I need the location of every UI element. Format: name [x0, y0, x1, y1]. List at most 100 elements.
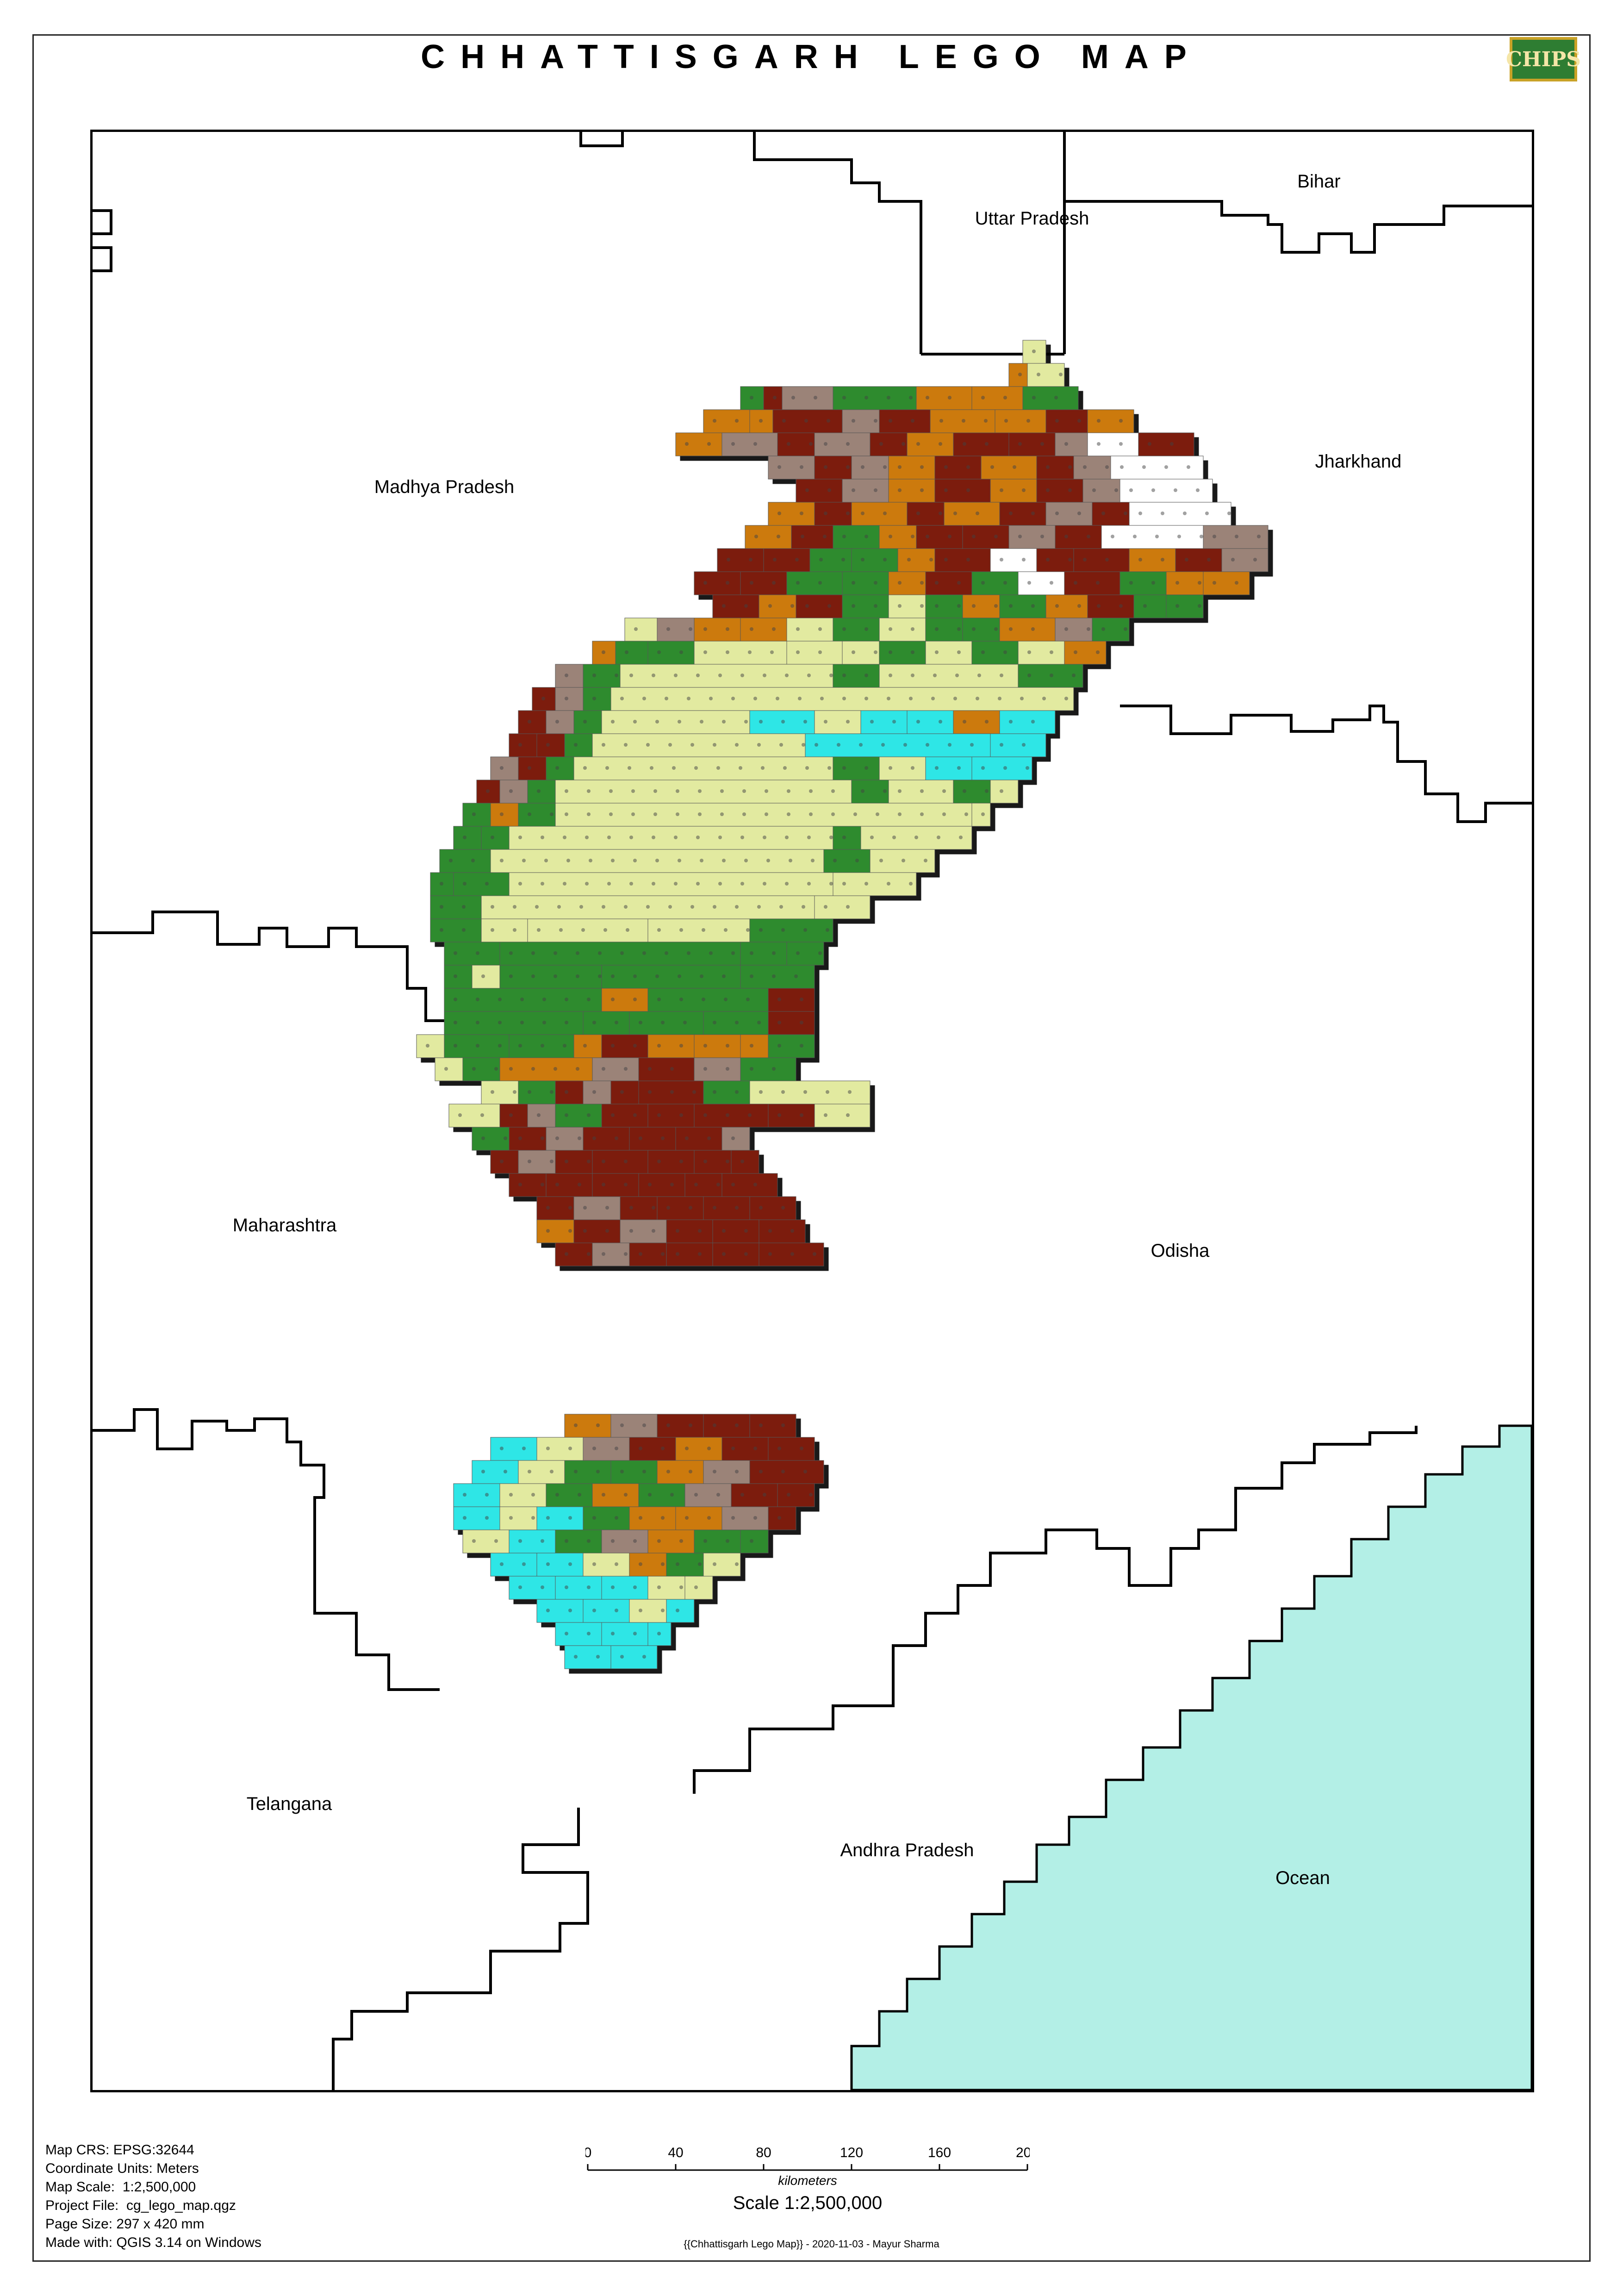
lego-stud: [653, 789, 657, 793]
lego-stud: [1235, 581, 1238, 585]
terrain-tile: [666, 1219, 713, 1243]
lego-stud: [1077, 604, 1081, 608]
lego-stud: [615, 1136, 618, 1140]
lego-stud: [818, 650, 822, 654]
lego-stud: [1077, 512, 1081, 515]
lego-stud: [824, 720, 827, 724]
lego-stud: [916, 442, 920, 446]
terrain-tile: [430, 895, 482, 919]
lego-stud: [546, 1229, 550, 1233]
lego-stud: [615, 1021, 618, 1024]
lego-stud: [902, 442, 905, 446]
terrain-tile: [925, 641, 972, 665]
lego-stud: [709, 697, 713, 700]
lego-stud: [568, 1206, 572, 1210]
lego-stud: [800, 1021, 803, 1024]
lego-stud: [892, 720, 896, 724]
lego-stud: [770, 650, 774, 654]
lego-stud: [1004, 419, 1008, 423]
lego-stud: [909, 882, 913, 886]
lego-stud: [985, 789, 989, 793]
lego-stud: [509, 974, 513, 978]
lego-stud: [646, 743, 650, 747]
lego-stud: [472, 1067, 476, 1071]
lego-stud: [553, 1067, 557, 1071]
lego-stud: [870, 836, 874, 839]
lego-stud: [798, 697, 802, 700]
lego-stud: [694, 766, 698, 770]
lego-stud: [887, 882, 890, 886]
terrain-tile: [786, 942, 824, 966]
lego-stud: [726, 650, 729, 654]
map-metadata: Map CRS: EPSG:32644 Coordinate Units: Me…: [45, 2141, 261, 2252]
logo-text: CHIPS: [1505, 47, 1581, 71]
terrain-tile: [814, 895, 871, 919]
lego-stud: [842, 766, 846, 770]
lego-stud: [620, 1655, 624, 1659]
lego-stud: [541, 836, 544, 839]
terrain-tile: [472, 1127, 510, 1151]
lego-stud: [773, 396, 777, 399]
terrain-tile: [851, 548, 898, 572]
lego-stud: [722, 859, 726, 862]
lego-stud: [1114, 488, 1118, 492]
lego-stud: [559, 928, 563, 932]
terrain-tile: [435, 1057, 463, 1081]
lego-stud: [676, 1229, 679, 1233]
terrain-tile: [833, 872, 917, 896]
lego-stud: [874, 604, 877, 608]
lego-stud: [498, 1021, 502, 1024]
terrain-tile: [703, 1553, 741, 1577]
lego-stud: [674, 836, 678, 839]
terrain-tile: [629, 1553, 667, 1577]
lego-stud: [1040, 442, 1044, 446]
lego-stud: [620, 697, 624, 700]
terrain-tile: [1018, 571, 1065, 595]
terrain-tile: [1055, 525, 1102, 549]
lego-stud: [846, 1113, 850, 1117]
terrain-tile: [647, 1150, 695, 1174]
lego-stud: [920, 812, 924, 816]
terrain-tile: [583, 1599, 630, 1623]
lego-stud: [827, 766, 831, 770]
terrain-tile: [971, 803, 991, 827]
lego-stud: [703, 1113, 707, 1117]
lego-stud: [670, 1183, 674, 1186]
lego-stud: [772, 627, 776, 631]
terrain-tile: [944, 502, 1000, 526]
lego-stud: [805, 488, 809, 492]
lego-stud: [796, 951, 800, 955]
lego-stud: [976, 697, 979, 700]
lego-stud: [1055, 604, 1059, 608]
terrain-tile: [962, 594, 1000, 618]
lego-stud: [750, 1044, 753, 1048]
terrain-tile: [851, 502, 908, 526]
lego-stud: [509, 1516, 513, 1520]
terrain-tile: [814, 432, 871, 456]
lego-stud: [1003, 766, 1007, 770]
terrain-tile: [1045, 594, 1088, 618]
lego-stud: [726, 1539, 729, 1543]
page-border: [32, 34, 1591, 2262]
lego-stud: [824, 512, 827, 515]
lego-stud: [783, 766, 787, 770]
lego-stud: [935, 581, 939, 585]
lego-stud: [666, 1423, 670, 1427]
terrain-tile: [564, 1414, 611, 1438]
lego-stud: [859, 743, 863, 747]
scale-text: Scale 1:2,500,000: [733, 2193, 882, 2213]
terrain-tile: [601, 988, 648, 1012]
lego-stud: [679, 1044, 683, 1048]
lego-stud: [1183, 512, 1187, 515]
lego-stud: [807, 674, 811, 677]
lego-stud: [842, 674, 846, 677]
lego-stud: [565, 998, 568, 1001]
lego-stud: [718, 674, 722, 677]
lego-stud: [485, 1493, 489, 1497]
lego-stud: [565, 1632, 568, 1635]
lego-stud: [607, 836, 611, 839]
lego-stud: [661, 1609, 665, 1612]
lego-stud: [440, 882, 443, 886]
terrain-tile: [712, 1219, 759, 1243]
terrain-tile: [925, 618, 963, 642]
